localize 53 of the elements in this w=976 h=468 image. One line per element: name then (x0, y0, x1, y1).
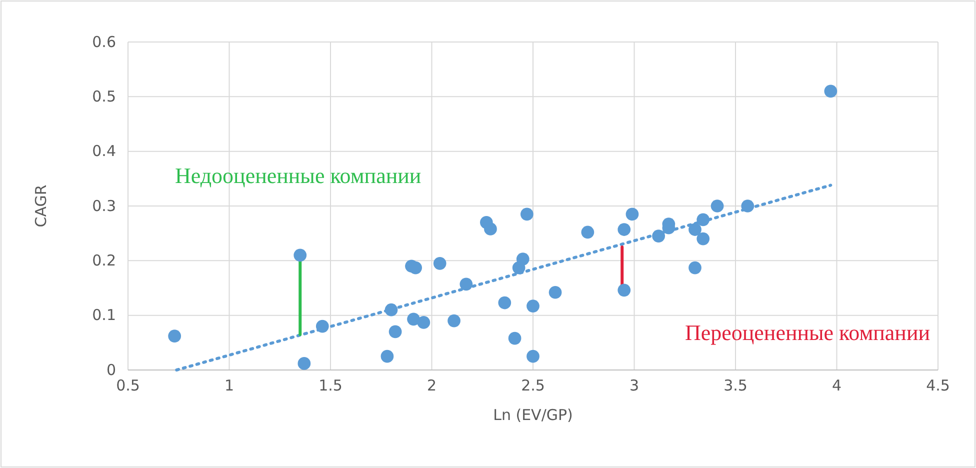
x-tick-label: 1 (224, 376, 234, 395)
x-tick-label: 3.5 (724, 376, 748, 395)
point (484, 222, 497, 236)
y-tick-label: 0.5 (92, 87, 116, 106)
point (688, 261, 702, 274)
y-tick-label: 0.4 (92, 142, 116, 160)
point (548, 286, 562, 299)
annotation: Недооцененные компании (175, 163, 422, 188)
point (388, 325, 402, 338)
point (168, 330, 182, 343)
point (409, 261, 422, 274)
point (294, 248, 307, 262)
point (384, 303, 398, 316)
point (460, 278, 473, 291)
point (710, 200, 724, 212)
x-tick-label: 0.5 (116, 376, 140, 395)
point (526, 300, 540, 312)
x-tick-label: 1.5 (318, 376, 342, 395)
point (433, 256, 446, 270)
point (407, 312, 420, 326)
point (626, 208, 639, 221)
x-tick-label: 3 (629, 376, 640, 395)
point (696, 232, 710, 246)
point (688, 223, 702, 236)
x-tick-label: 2.5 (521, 376, 545, 395)
point (696, 213, 710, 226)
point (498, 296, 512, 310)
point (741, 200, 754, 212)
point (824, 84, 838, 98)
y-tick-label: 0.1 (92, 306, 116, 324)
point (417, 316, 430, 329)
point (380, 350, 394, 363)
x-tick-label: 4 (832, 376, 842, 395)
y-tick-label: 0.6 (92, 32, 116, 51)
point (618, 223, 631, 236)
point (448, 314, 460, 328)
y-tick-label: 0.3 (92, 196, 116, 215)
y-axis-title: CAGR (32, 184, 50, 228)
point (508, 332, 522, 345)
point (581, 226, 594, 239)
point (316, 320, 329, 333)
x-tick-label: 4.5 (926, 376, 950, 395)
x-tick-label: 2 (426, 376, 437, 395)
point (520, 208, 534, 221)
point (526, 350, 540, 363)
point (298, 357, 311, 370)
y-tick-label: 0.2 (92, 251, 116, 270)
y-tick-label: 0 (106, 360, 116, 379)
x-axis-title: Ln (EV/GP) (493, 406, 573, 424)
point (652, 230, 665, 242)
point (618, 284, 631, 297)
annotation: Переоцененные компании (684, 320, 930, 345)
point (516, 252, 530, 266)
